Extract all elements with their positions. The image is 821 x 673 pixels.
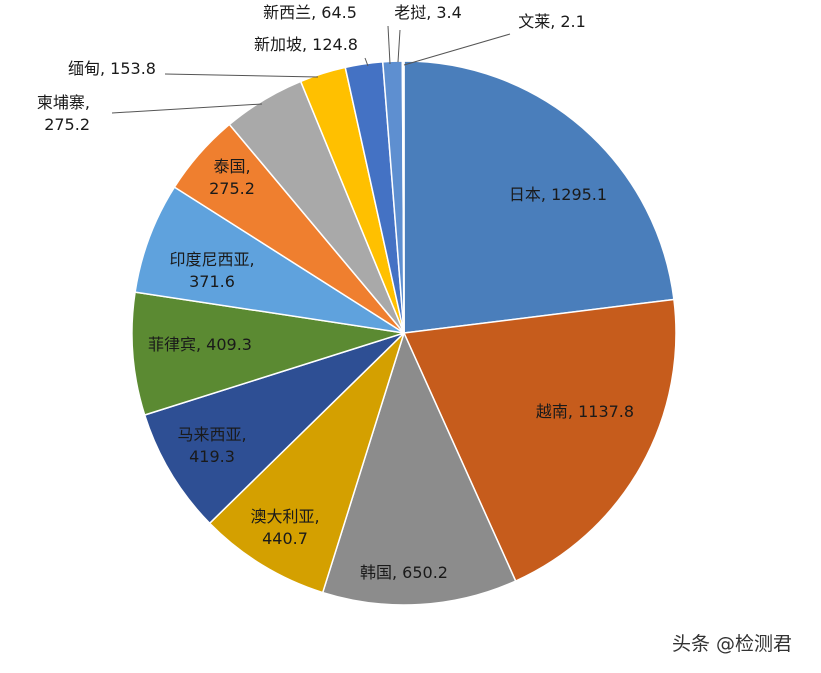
slice-label-thailand: 泰国, 275.2: [209, 157, 255, 198]
pie-slice-korea: [321, 330, 517, 606]
slice-label-vietnam: 越南, 1137.8: [536, 402, 634, 421]
slice-label-australia: 澳大利亚, 440.7: [250, 507, 319, 548]
slice-label-indonesia: 印度尼西亚, 371.6: [169, 250, 254, 291]
slice-label-singapore: 新加坡, 124.8: [254, 35, 358, 54]
pie-slice-brunei: [402, 60, 405, 334]
leader-line-cambodia: [111, 103, 263, 114]
slice-label-japan: 日本, 1295.1: [509, 185, 607, 204]
watermark-text: 头条 @检测君: [672, 633, 792, 655]
leader-line-new-zealand: [387, 25, 391, 65]
slice-label-new-zealand: 新西兰, 64.5: [263, 3, 357, 22]
pie-slice-malaysia: [143, 332, 405, 525]
slice-label-brunei: 文莱, 2.1: [518, 12, 586, 31]
leader-line-laos: [397, 29, 401, 63]
leader-line-singapore: [364, 57, 369, 67]
slice-label-philippines: 菲律宾, 409.3: [148, 335, 252, 354]
pie-slice-indonesia: [134, 186, 405, 334]
slice-label-myanmar: 缅甸, 153.8: [68, 59, 156, 78]
slice-label-malaysia: 马来西亚, 419.3: [177, 425, 246, 466]
leader-line-brunei: [403, 33, 511, 66]
pie-slice-australia: [208, 332, 405, 594]
slice-label-korea: 韩国, 650.2: [360, 563, 448, 582]
pie-slice-japan: [403, 60, 675, 334]
leader-line-myanmar: [164, 73, 319, 78]
pie-slice-vietnam: [402, 298, 677, 583]
slice-label-laos: 老挝, 3.4: [394, 3, 462, 22]
slice-label-cambodia: 柬埔寨, 275.2: [37, 93, 90, 134]
